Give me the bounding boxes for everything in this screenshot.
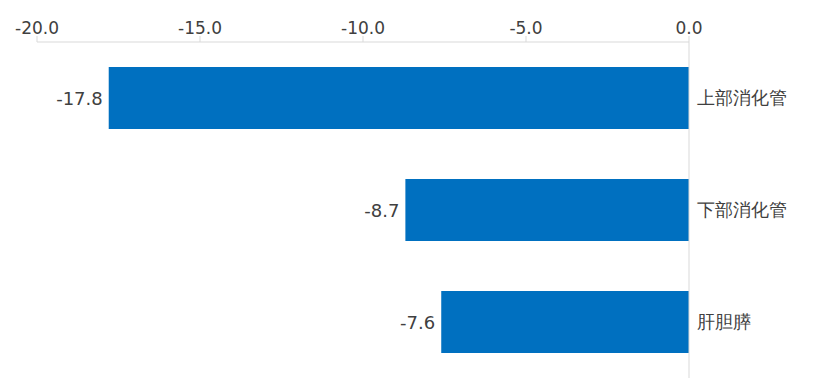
svg-text:-10.0: -10.0	[341, 18, 385, 38]
svg-text:肝胆膵: 肝胆膵	[697, 311, 751, 332]
svg-text:-17.8: -17.8	[56, 88, 103, 109]
svg-text:上部消化管: 上部消化管	[697, 87, 787, 108]
svg-text:-8.7: -8.7	[364, 200, 399, 221]
svg-text:-15.0: -15.0	[178, 18, 222, 38]
svg-text:-20.0: -20.0	[15, 18, 59, 38]
svg-text:0.0: 0.0	[675, 18, 702, 38]
svg-text:-5.0: -5.0	[509, 18, 542, 38]
svg-text:-7.6: -7.6	[400, 312, 435, 333]
svg-text:下部消化管: 下部消化管	[697, 199, 787, 220]
